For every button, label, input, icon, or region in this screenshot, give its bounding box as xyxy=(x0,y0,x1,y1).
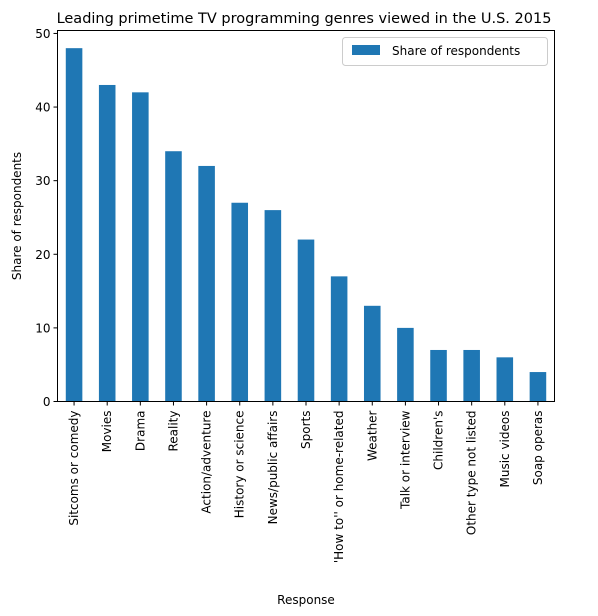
y-tick-label: 10 xyxy=(35,321,50,335)
bar xyxy=(330,276,348,402)
bar xyxy=(264,210,282,402)
bar xyxy=(496,357,514,402)
x-tick-label: Drama xyxy=(133,411,147,452)
bar xyxy=(430,349,447,402)
x-axis-label: Response xyxy=(277,593,335,607)
plot-frame xyxy=(57,30,555,402)
x-tick-label: News/public affairs xyxy=(266,411,280,525)
x-tick-label: Action/adventure xyxy=(200,411,214,514)
bar xyxy=(463,349,480,402)
x-tick-label: Talk or interview xyxy=(398,410,412,510)
x-tick-label: Soap operas xyxy=(531,411,545,486)
x-tick-label: Reality xyxy=(166,411,180,452)
bar xyxy=(132,92,149,402)
y-tick-label: 50 xyxy=(35,27,50,41)
bar xyxy=(165,151,182,402)
bar xyxy=(98,84,116,402)
x-tick-label: Children's xyxy=(432,411,446,470)
legend-swatch xyxy=(352,45,380,55)
x-tick-label: Movies xyxy=(100,411,114,453)
bar xyxy=(297,239,315,402)
y-axis: 0 10 20 30 40 50 xyxy=(35,27,58,409)
y-tick-label: 30 xyxy=(35,174,50,188)
x-tick-label: Other type not listed xyxy=(465,411,479,536)
x-tick-label: 'How to'' or home-related xyxy=(332,411,346,564)
bar xyxy=(231,202,249,402)
bar xyxy=(65,48,83,402)
chart-title: Leading primetime TV programming genres … xyxy=(57,11,552,27)
y-tick-label: 20 xyxy=(35,248,50,262)
x-tick-label: History or science xyxy=(233,411,247,519)
x-tick-label: Sports xyxy=(299,411,313,449)
x-axis: Sitcoms or comedy Movies Drama Reality Actio… xyxy=(67,401,545,564)
x-tick-label: Sitcoms or comedy xyxy=(67,411,81,526)
y-axis-label: Share of respondents xyxy=(10,152,24,280)
bar xyxy=(363,305,381,402)
y-tick-label: 0 xyxy=(43,395,51,409)
legend-box xyxy=(342,37,548,66)
legend-label: Share of respondents xyxy=(392,44,520,58)
bar xyxy=(198,165,215,402)
x-tick-label: Music videos xyxy=(498,411,512,488)
bars-group xyxy=(65,48,547,402)
x-tick-label: Weather xyxy=(365,410,379,461)
bar xyxy=(529,372,547,402)
y-tick-label: 40 xyxy=(35,101,50,115)
legend: Share of respondents xyxy=(342,37,548,66)
bar xyxy=(397,327,414,402)
